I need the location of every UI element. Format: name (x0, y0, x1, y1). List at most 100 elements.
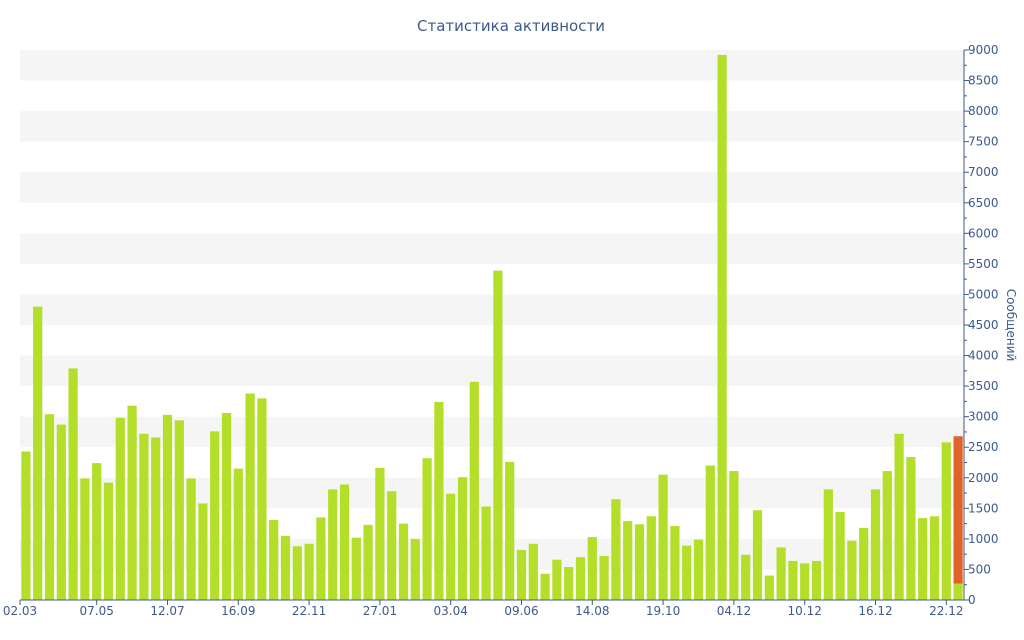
grid-band (20, 172, 964, 203)
bar (811, 560, 822, 600)
y-tick-label: 1500 (968, 501, 999, 515)
x-tick-label: 22.11 (292, 604, 326, 618)
grid-band (20, 233, 964, 264)
bar (292, 546, 302, 600)
bar (328, 489, 338, 600)
bar (33, 306, 43, 600)
bar (729, 471, 739, 600)
bar (269, 519, 279, 600)
bar (245, 393, 255, 600)
y-tick-label: 6000 (968, 226, 999, 240)
bar (92, 463, 102, 600)
x-tick-label: 04.12 (717, 604, 751, 618)
bar (493, 270, 503, 600)
bar (446, 493, 456, 600)
bar (422, 458, 432, 600)
grid-band (20, 111, 964, 142)
bar (941, 442, 951, 600)
y-tick-label: 9000 (968, 43, 999, 57)
y-tick-label: 3000 (968, 410, 999, 424)
bar (693, 539, 704, 600)
y-tick-label: 5000 (968, 287, 999, 301)
bar (611, 499, 621, 600)
bar (800, 563, 810, 600)
bar (646, 516, 656, 600)
bar (398, 523, 409, 600)
bar (363, 524, 373, 600)
bar (44, 414, 55, 600)
bar (705, 465, 715, 600)
x-tick-label: 12.07 (150, 604, 184, 618)
bar (103, 482, 114, 600)
chart-title: Статистика активности (417, 17, 605, 35)
bar (894, 433, 904, 600)
bar (198, 503, 208, 600)
x-tick-label: 19.10 (646, 604, 680, 618)
bar (80, 478, 90, 600)
y-tick-label: 4000 (968, 349, 999, 363)
bar (174, 420, 184, 600)
bar (882, 471, 892, 600)
grid-band (20, 477, 964, 509)
grid-band (20, 416, 964, 448)
bar (587, 537, 597, 600)
bar (151, 437, 161, 600)
x-axis: 02.03 07.05 12.07 16.09 22.11 27.01 03.04 09.06… (3, 599, 964, 618)
bar (68, 368, 78, 600)
bar (906, 457, 916, 600)
bar (835, 512, 845, 600)
x-tick-label: 07.05 (80, 604, 114, 618)
bar (387, 491, 397, 600)
bar (304, 543, 314, 600)
x-tick-label: 16.12 (858, 604, 892, 618)
bars-group (21, 54, 963, 600)
bar (870, 489, 881, 600)
bar (210, 431, 220, 600)
bar (221, 413, 232, 600)
x-tick-label: 03.04 (434, 604, 468, 618)
bar (682, 545, 692, 600)
x-tick-label: 09.06 (504, 604, 538, 618)
bar (717, 54, 727, 600)
bar (670, 526, 680, 600)
bar (21, 451, 31, 600)
bar (764, 575, 774, 600)
grid-band (20, 538, 964, 570)
y-tick-label: 7500 (968, 135, 999, 149)
y-tick-label: 6500 (968, 196, 999, 210)
bar (505, 461, 515, 600)
bar (316, 517, 326, 600)
bar (339, 484, 350, 600)
y-tick-label: 7000 (968, 165, 999, 179)
y-tick-label: 5500 (968, 257, 999, 271)
x-tick-label: 14.08 (575, 604, 609, 618)
bar (469, 381, 479, 600)
y-tick-label: 500 (968, 562, 991, 576)
y-axis-label: Сообщений (1004, 289, 1018, 362)
grid-band (20, 50, 964, 81)
y-tick-label: 2500 (968, 440, 999, 454)
y-tick-label: 4500 (968, 318, 999, 332)
bar (115, 417, 125, 600)
y-axis: 0 500 1000 1500 2000 2500 3000 3500 4000 4500 5000… (963, 43, 999, 607)
bar-highlight (953, 436, 963, 584)
bar (375, 468, 385, 600)
bar (552, 559, 562, 600)
x-tick-label: 10.12 (788, 604, 822, 618)
bar (918, 518, 928, 600)
bar (127, 405, 137, 600)
bar (859, 527, 869, 600)
bar (280, 535, 291, 600)
x-tick-label: 22.12 (929, 604, 963, 618)
bar (823, 489, 833, 600)
bar (847, 540, 857, 600)
bar (434, 402, 444, 600)
bar (186, 478, 196, 600)
bar (56, 424, 66, 600)
y-tick-label: 8500 (968, 74, 999, 88)
bar (776, 547, 786, 600)
bar (929, 516, 940, 600)
bar (139, 433, 149, 600)
bar (741, 554, 751, 600)
